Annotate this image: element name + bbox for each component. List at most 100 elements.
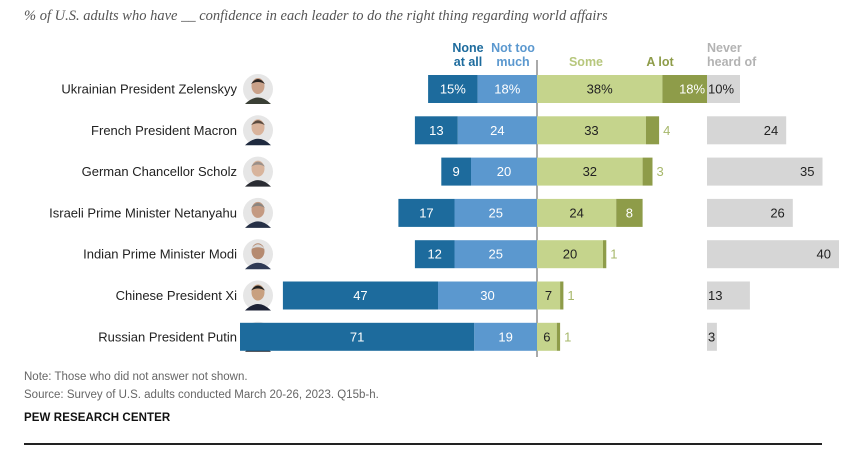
bar-never-heard bbox=[707, 281, 750, 310]
legend-not-too-much: much bbox=[496, 55, 529, 69]
leader-label: Russian President Putin bbox=[98, 329, 237, 344]
label-never-heard: 40 bbox=[817, 247, 831, 262]
label-some: 20 bbox=[563, 247, 577, 262]
label-some: 38% bbox=[587, 82, 613, 97]
label-a-lot: 18% bbox=[679, 82, 705, 97]
legend-some: Some bbox=[569, 55, 603, 69]
bar-not-too-much bbox=[471, 157, 537, 186]
label-never-heard: 13 bbox=[708, 288, 722, 303]
bar-never-heard bbox=[707, 240, 839, 269]
label-a-lot: 1 bbox=[567, 288, 574, 303]
label-a-lot: 1 bbox=[610, 247, 617, 262]
bar-some bbox=[537, 116, 646, 145]
chart-source: Source: Survey of U.S. adults conducted … bbox=[24, 389, 379, 401]
leader-label: German Chancellor Scholz bbox=[82, 164, 237, 179]
label-none-at-all: 71 bbox=[350, 329, 364, 344]
legend-none-at-all: at all bbox=[454, 55, 483, 69]
label-not-too-much: 18% bbox=[494, 82, 520, 97]
label-some: 6 bbox=[543, 329, 550, 344]
organization-name: PEW RESEARCH CENTER bbox=[24, 412, 171, 424]
label-not-too-much: 30 bbox=[480, 288, 494, 303]
leader-label: Ukrainian President Zelenskyy bbox=[61, 82, 237, 97]
bar-none-at-all bbox=[441, 157, 471, 186]
bar-some bbox=[537, 75, 663, 103]
bar-some bbox=[537, 240, 603, 269]
avatar-hair-icon bbox=[251, 161, 265, 167]
chart-title: % of U.S. adults who have __ confidence … bbox=[24, 8, 608, 24]
avatar-hair-icon bbox=[251, 244, 265, 250]
chart-note: Note: Those who did not answer not shown… bbox=[24, 371, 248, 383]
legend-a-lot: A lot bbox=[646, 55, 674, 69]
bar-none-at-all bbox=[240, 322, 475, 351]
label-not-too-much: 24 bbox=[490, 123, 504, 138]
label-none-at-all: 15% bbox=[440, 82, 466, 97]
label-a-lot: 8 bbox=[626, 205, 633, 220]
label-some: 7 bbox=[545, 288, 552, 303]
label-some: 24 bbox=[569, 205, 583, 220]
bar-a-lot bbox=[642, 157, 653, 186]
label-none-at-all: 9 bbox=[453, 164, 460, 179]
avatar-body-icon bbox=[245, 97, 271, 104]
label-not-too-much: 19 bbox=[498, 329, 512, 344]
label-never-heard: 35 bbox=[800, 164, 814, 179]
avatar-body-icon bbox=[245, 138, 271, 146]
bar-a-lot bbox=[616, 198, 643, 227]
bar-never-heard bbox=[707, 157, 823, 186]
label-a-lot: 3 bbox=[657, 164, 664, 179]
bar-never-heard bbox=[707, 198, 793, 227]
bar-some bbox=[537, 322, 557, 351]
bar-a-lot bbox=[603, 240, 607, 269]
bar-some bbox=[537, 281, 561, 310]
leader-label: French President Macron bbox=[91, 123, 237, 138]
bar-never-heard bbox=[707, 322, 717, 351]
bar-not-too-much bbox=[454, 240, 537, 269]
label-some: 33 bbox=[584, 123, 598, 138]
legend-never-heard: Never bbox=[707, 41, 742, 55]
bar-not-too-much bbox=[477, 75, 537, 103]
bar-a-lot bbox=[645, 116, 660, 145]
footer-rule bbox=[24, 443, 822, 445]
bar-not-too-much bbox=[457, 116, 537, 145]
leader-label: Indian Prime Minister Modi bbox=[83, 247, 237, 262]
label-none-at-all: 17 bbox=[419, 205, 433, 220]
avatar-body-icon bbox=[245, 221, 271, 228]
bar-not-too-much bbox=[474, 322, 537, 351]
bar-none-at-all bbox=[282, 281, 438, 310]
avatar-body-icon bbox=[245, 304, 271, 311]
leader-label: Israeli Prime Minister Netanyahu bbox=[49, 205, 237, 220]
legend-not-too-much: Not too bbox=[491, 41, 535, 55]
label-never-heard: 24 bbox=[764, 123, 778, 138]
bar-none-at-all bbox=[428, 75, 478, 103]
bar-none-at-all bbox=[414, 240, 455, 269]
legend-none-at-all: None bbox=[452, 41, 483, 55]
label-never-heard: 10% bbox=[708, 82, 734, 97]
label-none-at-all: 13 bbox=[429, 123, 443, 138]
avatar-hair-icon bbox=[251, 202, 265, 208]
bar-not-too-much bbox=[454, 198, 537, 227]
label-never-heard: 26 bbox=[770, 205, 784, 220]
bar-never-heard bbox=[707, 75, 740, 103]
bar-some bbox=[537, 157, 643, 186]
label-not-too-much: 25 bbox=[489, 247, 503, 262]
avatar-hair-icon bbox=[251, 120, 265, 126]
avatar-hair-icon bbox=[251, 79, 265, 84]
label-never-heard: 3 bbox=[708, 329, 715, 344]
bar-never-heard bbox=[707, 116, 787, 145]
avatar-hair-icon bbox=[251, 285, 265, 291]
label-a-lot: 4 bbox=[663, 123, 670, 138]
leader-label: Chinese President Xi bbox=[116, 288, 238, 303]
bar-a-lot bbox=[560, 281, 564, 310]
avatar-body-icon bbox=[245, 180, 271, 187]
bar-some bbox=[537, 198, 617, 227]
bar-not-too-much bbox=[438, 281, 537, 310]
label-not-too-much: 20 bbox=[497, 164, 511, 179]
bar-none-at-all bbox=[414, 116, 458, 145]
label-a-lot: 1 bbox=[564, 329, 571, 344]
avatar-body-icon bbox=[245, 262, 271, 270]
bar-none-at-all bbox=[398, 198, 455, 227]
label-not-too-much: 25 bbox=[489, 205, 503, 220]
legend-never-heard: heard of bbox=[707, 55, 757, 69]
label-none-at-all: 12 bbox=[427, 247, 441, 262]
label-none-at-all: 47 bbox=[353, 288, 367, 303]
